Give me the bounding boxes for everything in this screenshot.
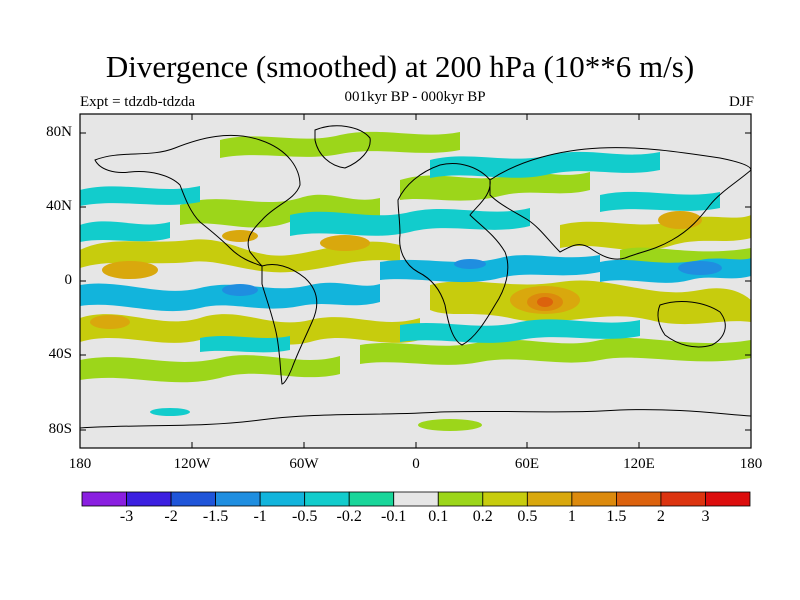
lat-label: 80S: [48, 421, 72, 437]
lon-label: 60E: [514, 456, 540, 472]
colorbar: [81, 491, 751, 507]
coast-asia: [489, 147, 751, 260]
field-band: [80, 282, 380, 312]
field-band: [80, 186, 200, 206]
coast-greenland: [314, 125, 371, 169]
colorbar-swatch: [393, 491, 439, 507]
colorbar-label: -2: [164, 508, 178, 525]
colorbar-swatch: [215, 491, 261, 507]
lon-label: 120E: [623, 456, 655, 472]
colorbar-label: -0.5: [291, 508, 318, 525]
colorbar-swatch: [304, 491, 350, 507]
coast-australia: [657, 300, 726, 348]
field-patch: [222, 230, 258, 242]
lon-label: 180: [739, 456, 763, 472]
lon-label: 180: [68, 456, 92, 472]
field-patch: [658, 211, 702, 229]
field-band: [400, 172, 590, 201]
lat-label: 40S: [48, 346, 72, 362]
lat-label: 0: [64, 272, 73, 288]
colorbar-label: 0.2: [472, 508, 493, 525]
lon-label: 120W: [173, 456, 211, 472]
field-band: [220, 131, 460, 158]
coast-south-america: [261, 264, 318, 385]
colorbar-swatch: [437, 491, 484, 507]
colorbar-swatch: [526, 491, 573, 507]
field-band: [430, 151, 660, 178]
colorbar-label: -1: [253, 508, 267, 525]
field-band: [80, 221, 170, 242]
coastlines: [80, 125, 751, 429]
field-patch: [418, 419, 482, 431]
colorbar-swatch: [170, 491, 217, 507]
field-band: [80, 314, 420, 345]
coast-europe-africa: [397, 163, 509, 346]
colorbar-label: 1.5: [606, 508, 627, 525]
colorbar-label: -1.5: [202, 508, 229, 525]
colorbar-label: -0.2: [336, 508, 362, 525]
plot-title: Divergence (smoothed) at 200 hPa (10**6 …: [105, 49, 695, 84]
colorbar-swatch: [81, 491, 127, 507]
lat-label: 80N: [46, 124, 72, 140]
colorbar-swatch: [660, 491, 706, 507]
colorbar-label: 0.5: [517, 508, 538, 525]
colorbar-label: 2: [656, 508, 665, 525]
field-band: [80, 355, 340, 383]
field-band: [360, 337, 751, 365]
season-label: DJF: [728, 94, 754, 110]
plot-subtitle: 001kyr BP - 000kyr BP: [344, 89, 486, 105]
colorbar-swatch: [571, 491, 617, 507]
field-patch: [90, 315, 130, 329]
colorbar-label: 0.1: [428, 508, 449, 525]
field-patch: [537, 297, 553, 307]
colorbar-label: 1: [567, 508, 576, 525]
colorbar-swatch: [705, 491, 751, 507]
field-band: [600, 191, 720, 212]
field-patch: [678, 261, 722, 275]
field-band: [400, 319, 640, 343]
colorbar-swatch: [616, 491, 662, 507]
field-patch: [454, 259, 486, 269]
lat-label: 40N: [46, 198, 72, 214]
lon-label: 60W: [289, 456, 319, 472]
colorbar-label: 3: [701, 508, 710, 525]
field-band: [430, 280, 751, 325]
axis-ticks: [80, 114, 751, 448]
field-patch: [222, 284, 258, 296]
field-patch: [150, 408, 190, 416]
field-band: [180, 194, 380, 228]
field-band: [560, 215, 751, 251]
colorbar-swatch: [482, 491, 528, 507]
colorbar-swatch: [259, 491, 306, 507]
lon-label: 0: [412, 456, 420, 472]
field-band: [380, 255, 600, 283]
colorbar-label: -0.1: [381, 508, 407, 525]
field-patch: [320, 235, 370, 251]
coast-north-america: [94, 134, 301, 267]
experiment-label: Expt = tdzdb-tdzda: [80, 94, 196, 110]
field-band: [200, 336, 290, 353]
colorbar-swatch: [126, 491, 172, 507]
colorbar-swatch: [348, 491, 395, 507]
colorbar-label: -3: [119, 508, 134, 525]
coast-antarctica: [80, 409, 751, 429]
field-patch: [102, 261, 158, 279]
